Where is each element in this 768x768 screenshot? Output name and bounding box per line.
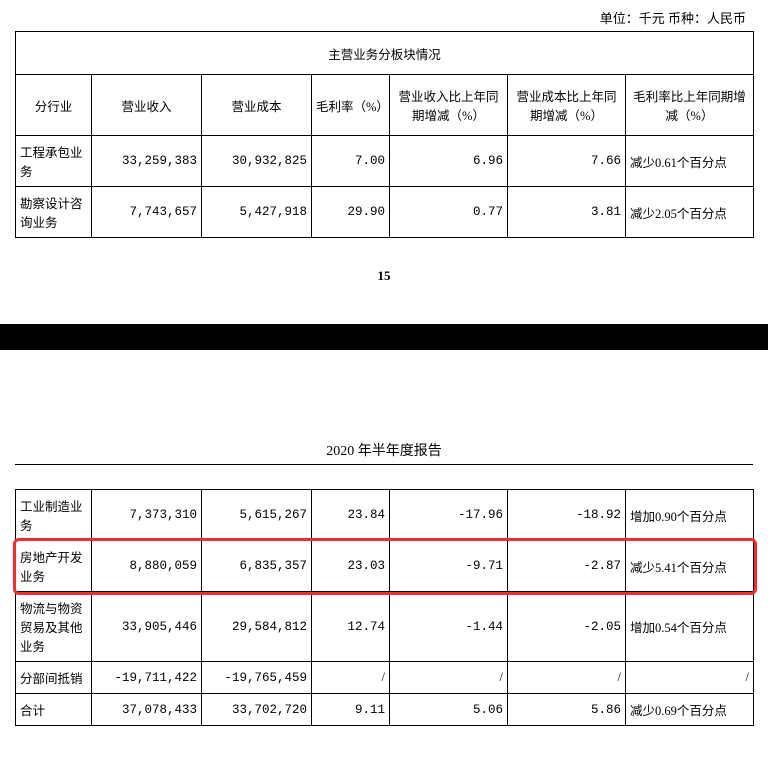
table-segment-1: 主营业务分板块情况 分行业 营业收入 营业成本 毛利率（%） 营业收入比上年同期… <box>15 31 754 238</box>
cell-d3: 增加0.54个百分点 <box>626 592 754 662</box>
cell-rev: 33,259,383 <box>92 136 202 187</box>
cell-d1: -9.71 <box>390 541 508 592</box>
table1-h3: 毛利率（%） <box>312 75 390 136</box>
table2-wrap: 工业制造业务7,373,3105,615,26723.84-17.96-18.9… <box>0 489 768 726</box>
cell-label: 分部间抵销 <box>16 662 92 694</box>
cell-gm: 23.84 <box>312 490 390 541</box>
cell-d2: 3.81 <box>508 187 626 238</box>
cell-cost: 5,615,267 <box>202 490 312 541</box>
table1-h5: 营业成本比上年同期增减（%） <box>508 75 626 136</box>
cell-gm: 9.11 <box>312 694 390 726</box>
cell-label: 工程承包业务 <box>16 136 92 187</box>
table-row: 工业制造业务7,373,3105,615,26723.84-17.96-18.9… <box>16 490 754 541</box>
cell-gm: / <box>312 662 390 694</box>
table1-header-row: 分行业 营业收入 营业成本 毛利率（%） 营业收入比上年同期增减（%） 营业成本… <box>16 75 754 136</box>
cell-d3: 减少0.69个百分点 <box>626 694 754 726</box>
cell-rev: 7,373,310 <box>92 490 202 541</box>
table-row: 房地产开发业务8,880,0596,835,35723.03-9.71-2.87… <box>16 541 754 592</box>
cell-gm: 29.90 <box>312 187 390 238</box>
cell-d1: -17.96 <box>390 490 508 541</box>
cell-cost: 33,702,720 <box>202 694 312 726</box>
page-root: 单位：千元 币种：人民币 主营业务分板块情况 分行业 营业收入 营业成本 毛利率… <box>0 0 768 726</box>
cell-rev: 33,905,446 <box>92 592 202 662</box>
report-title: 2020 年半年度报告 <box>0 440 768 464</box>
title-underline <box>15 464 753 465</box>
cell-d2: / <box>508 662 626 694</box>
table1-h6: 毛利率比上年同期增减（%） <box>626 75 754 136</box>
cell-d1: 0.77 <box>390 187 508 238</box>
cell-d1: 5.06 <box>390 694 508 726</box>
cell-d3: 减少0.61个百分点 <box>626 136 754 187</box>
page-number: 15 <box>0 238 768 304</box>
table1-h1: 营业收入 <box>92 75 202 136</box>
page-divider-bar <box>0 324 768 350</box>
cell-d2: 7.66 <box>508 136 626 187</box>
cell-d3: 增加0.90个百分点 <box>626 490 754 541</box>
cell-rev: 7,743,657 <box>92 187 202 238</box>
cell-label: 房地产开发业务 <box>16 541 92 592</box>
cell-d3: 减少5.41个百分点 <box>626 541 754 592</box>
table-row: 合计37,078,43333,702,7209.115.065.86减少0.69… <box>16 694 754 726</box>
cell-d1: 6.96 <box>390 136 508 187</box>
cell-rev: 37,078,433 <box>92 694 202 726</box>
cell-cost: 6,835,357 <box>202 541 312 592</box>
cell-d1: -1.44 <box>390 592 508 662</box>
cell-rev: -19,711,422 <box>92 662 202 694</box>
table-row: 物流与物资贸易及其他业务33,905,44629,584,81212.74-1.… <box>16 592 754 662</box>
table1-h0: 分行业 <box>16 75 92 136</box>
table1-h4: 营业收入比上年同期增减（%） <box>390 75 508 136</box>
table-row: 勘察设计咨询业务 7,743,657 5,427,918 29.90 0.77 … <box>16 187 754 238</box>
cell-label: 勘察设计咨询业务 <box>16 187 92 238</box>
cell-cost: 5,427,918 <box>202 187 312 238</box>
table-row: 分部间抵销-19,711,422-19,765,459//// <box>16 662 754 694</box>
cell-label: 物流与物资贸易及其他业务 <box>16 592 92 662</box>
cell-d3: / <box>626 662 754 694</box>
cell-gm: 7.00 <box>312 136 390 187</box>
cell-gm: 12.74 <box>312 592 390 662</box>
cell-cost: -19,765,459 <box>202 662 312 694</box>
cell-d1: / <box>390 662 508 694</box>
cell-d2: 5.86 <box>508 694 626 726</box>
cell-label: 工业制造业务 <box>16 490 92 541</box>
cell-d2: -18.92 <box>508 490 626 541</box>
cell-d2: -2.05 <box>508 592 626 662</box>
cell-label: 合计 <box>16 694 92 726</box>
table1-title: 主营业务分板块情况 <box>16 32 754 75</box>
table-segment-2: 工业制造业务7,373,3105,615,26723.84-17.96-18.9… <box>15 489 754 726</box>
table1-h2: 营业成本 <box>202 75 312 136</box>
unit-line: 单位：千元 币种：人民币 <box>0 0 768 31</box>
table1-title-row: 主营业务分板块情况 <box>16 32 754 75</box>
cell-cost: 29,584,812 <box>202 592 312 662</box>
cell-gm: 23.03 <box>312 541 390 592</box>
cell-rev: 8,880,059 <box>92 541 202 592</box>
table-row: 工程承包业务 33,259,383 30,932,825 7.00 6.96 7… <box>16 136 754 187</box>
cell-cost: 30,932,825 <box>202 136 312 187</box>
cell-d3: 减少2.05个百分点 <box>626 187 754 238</box>
cell-d2: -2.87 <box>508 541 626 592</box>
